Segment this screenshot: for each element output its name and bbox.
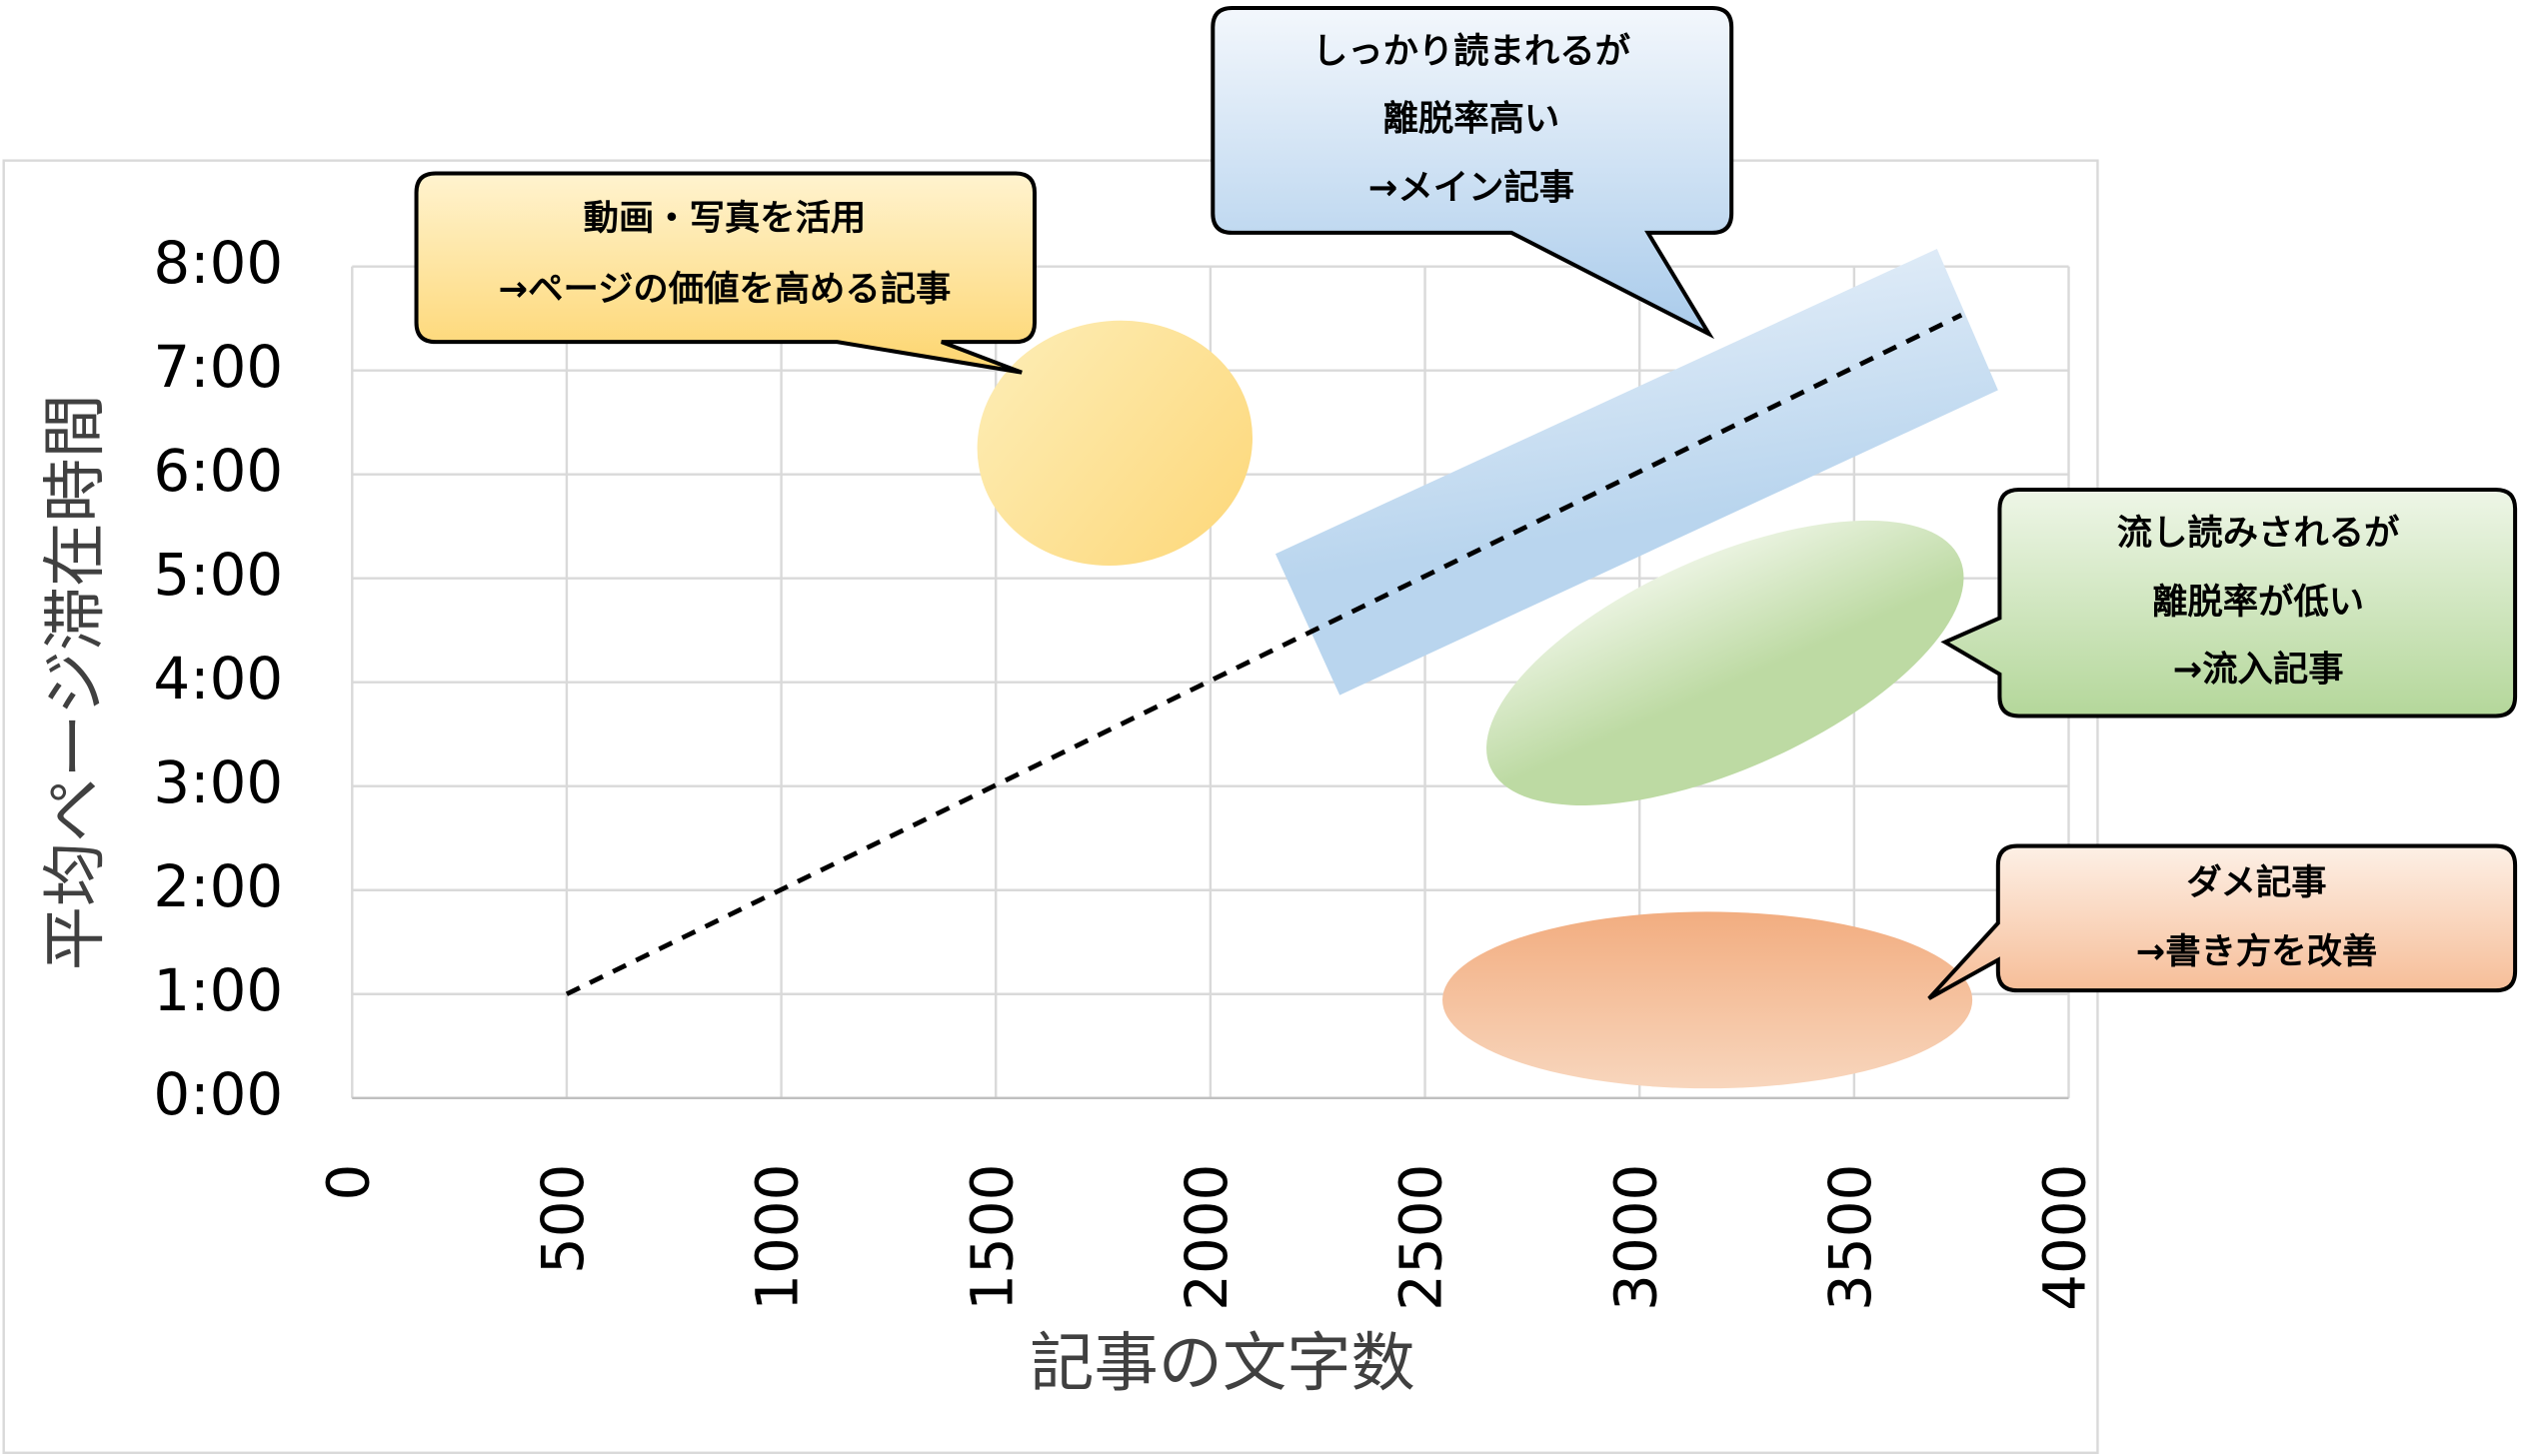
x-tick-label: 2000 xyxy=(1173,1164,1241,1311)
plot xyxy=(565,313,1963,996)
callout xyxy=(1927,843,2518,1000)
callout-text: →メイン記事 xyxy=(1368,168,1574,209)
callout-text: →書き方を改善 xyxy=(2136,931,2378,972)
x-tick-label: 3000 xyxy=(1601,1164,1669,1311)
x-tick-label: 1000 xyxy=(744,1164,812,1311)
callout-text: 動画・写真を活用 xyxy=(584,198,867,239)
y-tick-label: 0:00 xyxy=(153,1060,283,1128)
callout-text: →ページの価値を高める記事 xyxy=(499,269,952,310)
y-tick-label: 7:00 xyxy=(153,333,283,401)
callout xyxy=(414,171,1038,375)
x-tick-label: 4000 xyxy=(2031,1164,2099,1311)
callout xyxy=(1211,6,1734,340)
callout-text: →流入記事 xyxy=(2173,649,2344,690)
callout-text: しっかり読まれるが xyxy=(1312,31,1631,72)
trend-line xyxy=(565,313,1963,996)
region xyxy=(1442,911,1973,1089)
y-tick-label: 4:00 xyxy=(153,645,283,713)
y-axis-title: 平均ページ滞在時間 xyxy=(38,394,113,970)
y-tick-label: 3:00 xyxy=(153,748,283,816)
x-tick-label: 3500 xyxy=(1816,1164,1884,1311)
x-tick-label: 500 xyxy=(529,1164,597,1274)
x-tick-label: 2500 xyxy=(1387,1164,1455,1311)
x-tick-label: 0 xyxy=(314,1164,382,1201)
y-tick-label: 8:00 xyxy=(153,229,283,297)
y-tick-label: 1:00 xyxy=(153,956,283,1024)
y-tick-label: 6:00 xyxy=(153,437,283,505)
callout-text: 流し読みされるが xyxy=(2117,513,2400,554)
callout-text: ダメ記事 xyxy=(2186,862,2326,903)
x-tick-label: 1500 xyxy=(958,1164,1026,1311)
callout-text: 離脱率高い xyxy=(1383,98,1560,139)
region xyxy=(977,320,1254,566)
y-tick-label: 2:00 xyxy=(153,852,283,920)
region xyxy=(1486,520,1964,805)
y-tick-label: 5:00 xyxy=(153,541,283,609)
callout-text: 離脱率が低い xyxy=(2152,582,2364,623)
x-axis-title: 記事の文字数 xyxy=(1030,1326,1415,1401)
callout xyxy=(1940,487,2518,719)
